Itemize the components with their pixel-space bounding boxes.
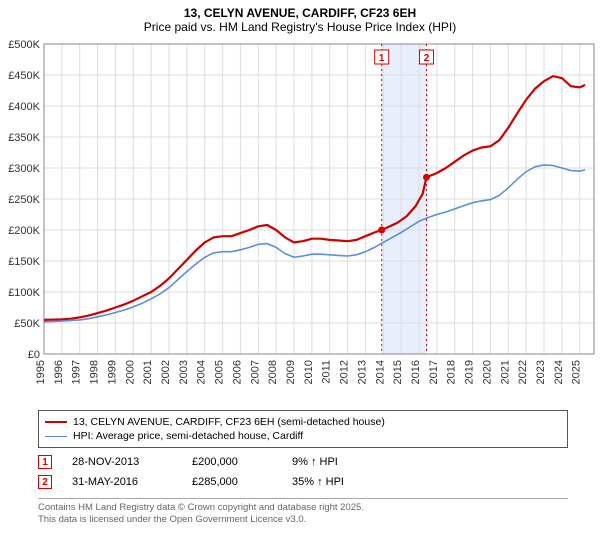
legend-item: HPI: Average price, semi-detached house,… — [45, 429, 561, 443]
sale-delta: 35% ↑ HPI — [292, 476, 344, 488]
svg-text:1996: 1996 — [53, 360, 65, 384]
sale-delta: 9% ↑ HPI — [292, 456, 338, 468]
svg-text:£150K: £150K — [8, 256, 40, 268]
svg-text:£250K: £250K — [8, 194, 40, 206]
svg-text:2025: 2025 — [571, 360, 583, 384]
svg-text:2018: 2018 — [446, 360, 458, 384]
chart-legend: 13, CELYN AVENUE, CARDIFF, CF23 6EH (sem… — [38, 410, 568, 448]
chart-title-block: 13, CELYN AVENUE, CARDIFF, CF23 6EH Pric… — [0, 0, 600, 36]
sale-annotations: 1 28-NOV-2013 £200,000 9% ↑ HPI 2 31-MAY-2016… — [38, 452, 568, 492]
svg-text:2014: 2014 — [374, 360, 386, 384]
sale-row: 2 31-MAY-2016 £285,000 35% ↑ HPI — [38, 472, 568, 492]
svg-text:£200K: £200K — [8, 225, 40, 237]
svg-text:2017: 2017 — [428, 360, 440, 384]
svg-text:£300K: £300K — [8, 163, 40, 175]
svg-text:2008: 2008 — [267, 360, 279, 384]
legend-swatch — [45, 421, 67, 423]
legend-swatch — [45, 436, 67, 437]
svg-text:2005: 2005 — [214, 360, 226, 384]
svg-text:2020: 2020 — [481, 360, 493, 384]
svg-text:2000: 2000 — [124, 360, 136, 384]
svg-text:2006: 2006 — [231, 360, 243, 384]
svg-text:1995: 1995 — [35, 360, 47, 384]
svg-text:£100K: £100K — [8, 287, 40, 299]
sale-price: £200,000 — [192, 456, 272, 468]
svg-text:2009: 2009 — [285, 360, 297, 384]
footer-attribution: Contains HM Land Registry data © Crown c… — [38, 498, 568, 527]
sale-date: 28-NOV-2013 — [72, 456, 172, 468]
svg-text:2002: 2002 — [160, 360, 172, 384]
svg-text:2016: 2016 — [410, 360, 422, 384]
sale-marker-box: 2 — [38, 475, 52, 489]
svg-text:2007: 2007 — [249, 360, 261, 384]
line-chart-svg: £0 £50K £100K £150K £200K £250K £300K £350K £400… — [0, 36, 600, 406]
svg-text:1998: 1998 — [89, 360, 101, 384]
legend-label: 13, CELYN AVENUE, CARDIFF, CF23 6EH (sem… — [73, 416, 385, 428]
svg-text:2019: 2019 — [464, 360, 476, 384]
svg-text:2015: 2015 — [392, 360, 404, 384]
svg-text:1999: 1999 — [106, 360, 118, 384]
svg-text:£400K: £400K — [8, 101, 40, 113]
svg-text:2023: 2023 — [535, 360, 547, 384]
footer-line-1: Contains HM Land Registry data © Crown c… — [38, 502, 568, 514]
sale-marker-box: 1 — [38, 455, 52, 469]
svg-text:£450K: £450K — [8, 70, 40, 82]
sale-date: 31-MAY-2016 — [72, 476, 172, 488]
svg-text:£50K: £50K — [14, 318, 40, 330]
svg-text:2010: 2010 — [303, 360, 315, 384]
svg-text:£0: £0 — [28, 349, 40, 361]
svg-text:£350K: £350K — [8, 132, 40, 144]
legend-label: HPI: Average price, semi-detached house,… — [73, 430, 303, 442]
sale-row: 1 28-NOV-2013 £200,000 9% ↑ HPI — [38, 452, 568, 472]
svg-text:2003: 2003 — [178, 360, 190, 384]
svg-text:2013: 2013 — [356, 360, 368, 384]
svg-text:2011: 2011 — [321, 360, 333, 384]
chart-title-address: 13, CELYN AVENUE, CARDIFF, CF23 6EH — [0, 6, 600, 20]
footer-line-2: This data is licensed under the Open Gov… — [38, 514, 568, 526]
chart-area: £0 £50K £100K £150K £200K £250K £300K £350K £400… — [0, 36, 600, 406]
svg-text:2: 2 — [424, 53, 430, 64]
svg-text:2024: 2024 — [553, 360, 565, 384]
sale-price: £285,000 — [192, 476, 272, 488]
chart-title-subtitle: Price paid vs. HM Land Registry's House … — [0, 20, 600, 34]
svg-text:2012: 2012 — [339, 360, 351, 384]
svg-text:2021: 2021 — [499, 360, 511, 384]
svg-text:£500K: £500K — [8, 39, 40, 51]
svg-text:2004: 2004 — [196, 360, 208, 384]
svg-text:2001: 2001 — [142, 360, 154, 384]
svg-text:1: 1 — [379, 53, 385, 64]
svg-text:1997: 1997 — [71, 360, 83, 384]
svg-text:2022: 2022 — [517, 360, 529, 384]
legend-item: 13, CELYN AVENUE, CARDIFF, CF23 6EH (sem… — [45, 415, 561, 429]
